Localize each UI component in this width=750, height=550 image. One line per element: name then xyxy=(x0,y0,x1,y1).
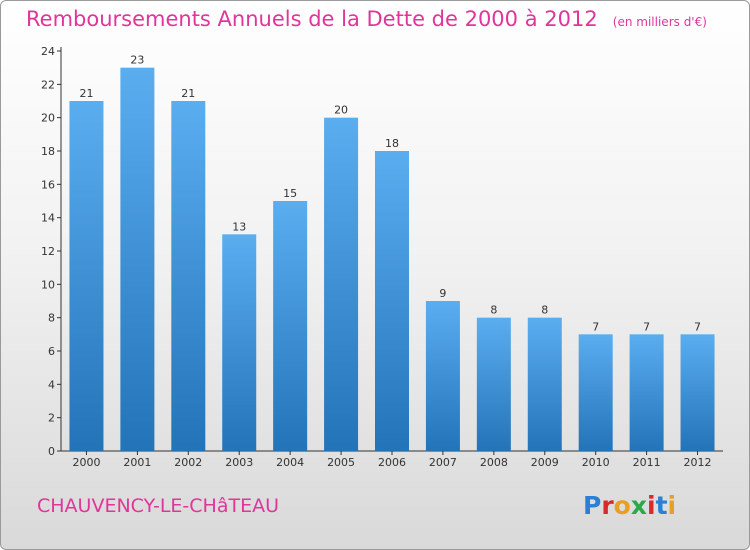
y-tick-label: 2 xyxy=(48,412,55,425)
bar xyxy=(171,101,206,451)
x-tick-label: 2009 xyxy=(531,456,559,469)
bar xyxy=(273,201,308,451)
bar-value-label: 8 xyxy=(541,304,548,317)
x-tick-label: 2010 xyxy=(582,456,610,469)
bar xyxy=(680,334,715,451)
bar-value-label: 8 xyxy=(490,304,497,317)
proxiti-logo[interactable]: Proxiti xyxy=(583,491,676,520)
bar xyxy=(578,334,613,451)
bar xyxy=(222,234,257,451)
bar-value-label: 23 xyxy=(130,54,144,67)
logo-letter: o xyxy=(613,491,631,520)
x-tick-label: 2007 xyxy=(429,456,457,469)
x-tick-label: 2006 xyxy=(378,456,406,469)
y-tick-label: 4 xyxy=(48,378,55,391)
y-tick-label: 18 xyxy=(41,145,55,158)
x-tick-label: 2005 xyxy=(327,456,355,469)
bar-value-label: 21 xyxy=(79,87,93,100)
bar xyxy=(629,334,664,451)
logo-letter: x xyxy=(630,491,647,520)
y-tick-label: 16 xyxy=(41,178,55,191)
y-tick-label: 24 xyxy=(41,45,55,58)
bar-value-label: 18 xyxy=(385,137,399,150)
bar xyxy=(476,317,511,451)
logo-letter: i xyxy=(667,491,677,520)
x-tick-label: 2004 xyxy=(276,456,304,469)
bar xyxy=(375,151,409,451)
chart-title: Remboursements Annuels de la Dette de 20… xyxy=(26,7,707,31)
bar-value-label: 9 xyxy=(439,287,446,300)
y-tick-label: 10 xyxy=(41,278,55,291)
bar-value-label: 7 xyxy=(694,320,701,333)
bar xyxy=(527,317,562,451)
y-tick-label: 12 xyxy=(41,245,55,258)
logo-letter: r xyxy=(601,491,614,520)
x-tick-label: 2001 xyxy=(123,456,151,469)
x-tick-label: 2002 xyxy=(174,456,202,469)
x-tick-label: 2008 xyxy=(480,456,508,469)
commune-name: CHAUVENCY-LE-CHâTEAU xyxy=(37,495,279,517)
title-text: Remboursements Annuels de la Dette de 20… xyxy=(26,7,598,31)
bar xyxy=(120,67,155,452)
bar xyxy=(69,101,104,451)
bar-value-label: 7 xyxy=(592,320,599,333)
y-tick-label: 0 xyxy=(48,445,55,458)
y-tick-label: 22 xyxy=(41,78,55,91)
x-tick-label: 2003 xyxy=(225,456,253,469)
bar-value-label: 21 xyxy=(181,87,195,100)
y-tick-label: 20 xyxy=(41,112,55,125)
bar xyxy=(425,301,460,451)
bar-value-label: 20 xyxy=(334,104,348,117)
title-unit: (en milliers d'€) xyxy=(612,15,707,29)
bar xyxy=(324,117,359,452)
logo-letter: i xyxy=(647,491,656,520)
y-tick-label: 14 xyxy=(41,212,55,225)
bar-value-label: 13 xyxy=(232,220,246,233)
x-tick-label: 2000 xyxy=(72,456,100,469)
x-tick-label: 2012 xyxy=(684,456,712,469)
y-tick-label: 8 xyxy=(48,312,55,325)
bar-value-label: 15 xyxy=(283,187,297,200)
x-tick-label: 2011 xyxy=(633,456,661,469)
logo-letter: t xyxy=(655,491,668,520)
y-tick-label: 6 xyxy=(48,345,55,358)
bar-value-label: 7 xyxy=(643,320,650,333)
logo-letter: P xyxy=(583,491,602,520)
